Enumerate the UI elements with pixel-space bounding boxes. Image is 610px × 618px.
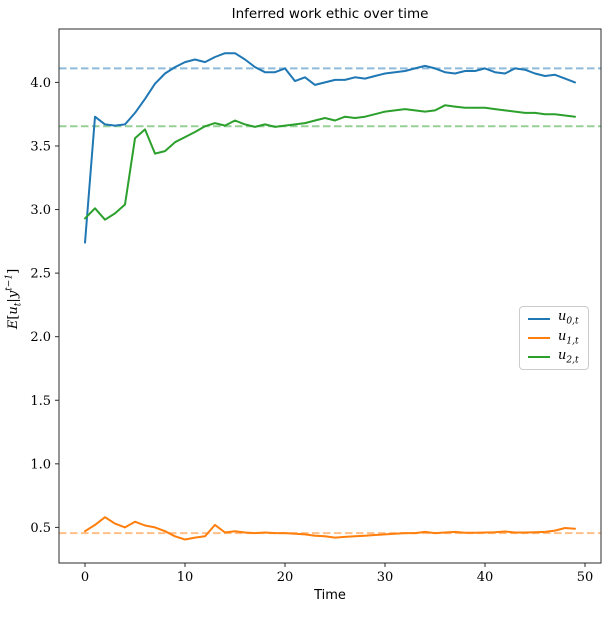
legend-entry-u1: u1,t bbox=[520, 328, 588, 347]
x-tick-label: 10 bbox=[177, 570, 194, 585]
ylabel-y: y bbox=[5, 290, 21, 299]
x-tick-label: 20 bbox=[277, 570, 294, 585]
x-tick-label: 0 bbox=[81, 570, 89, 585]
y-tick-label: 1.5 bbox=[30, 394, 51, 409]
ylabel-u: u bbox=[5, 306, 21, 315]
y-tick-label: 2.0 bbox=[30, 330, 51, 345]
y-tick-label: 3.0 bbox=[30, 203, 51, 218]
legend-entry-u0: u0,t bbox=[520, 309, 588, 328]
ylabel-E: E bbox=[5, 319, 21, 330]
y-tick-label: 1.0 bbox=[30, 457, 51, 472]
x-tick-label: 40 bbox=[477, 570, 494, 585]
ylabel-bracket-close: ] bbox=[5, 268, 21, 274]
y-axis-label: E[ut|yt−1] bbox=[5, 269, 24, 329]
legend-line-u1 bbox=[528, 336, 550, 339]
ylabel-sub-t: t bbox=[13, 302, 24, 307]
x-tick-label: 30 bbox=[377, 570, 394, 585]
chart-title: Inferred work ethic over time bbox=[231, 6, 429, 22]
y-tick-label: 0.5 bbox=[30, 521, 51, 536]
ylabel-sup-t-1: t−1 bbox=[4, 273, 15, 291]
legend-label-u2: u2,t bbox=[558, 348, 579, 366]
series-line-u1 bbox=[84, 516, 576, 541]
x-tick-label: 50 bbox=[577, 570, 594, 585]
ylabel-bracket: [ bbox=[5, 314, 21, 320]
legend-label-u0: u0,t bbox=[558, 309, 579, 327]
series-line-u0 bbox=[84, 52, 576, 244]
series-line-u2 bbox=[84, 104, 576, 221]
legend: u0,t u1,t u2,t bbox=[519, 306, 589, 370]
ylabel-pipe: | bbox=[5, 298, 21, 303]
y-tick-label: 3.5 bbox=[30, 139, 51, 154]
y-tick-label: 2.5 bbox=[30, 267, 51, 282]
legend-line-u0 bbox=[528, 317, 550, 320]
legend-label-u1: u1,t bbox=[558, 328, 579, 347]
legend-entry-u2: u2,t bbox=[520, 348, 588, 367]
x-axis-label: Time bbox=[314, 588, 346, 603]
legend-line-u2 bbox=[528, 356, 550, 359]
axes-frame bbox=[58, 28, 602, 564]
y-tick-label: 4.0 bbox=[30, 76, 51, 91]
